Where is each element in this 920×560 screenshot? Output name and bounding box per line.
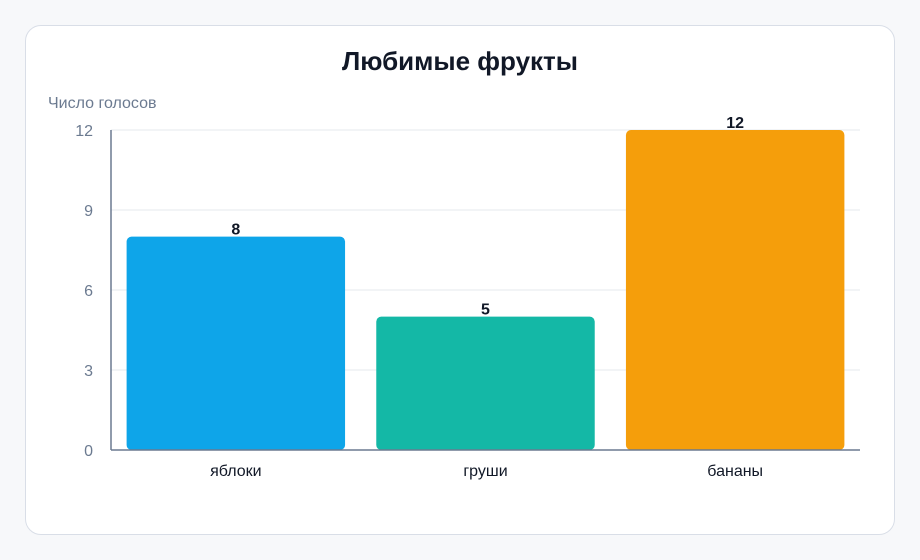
y-tick-label: 3 (84, 363, 93, 380)
y-tick-label: 6 (84, 283, 93, 300)
chart-title: Любимые фрукты (342, 46, 578, 76)
x-tick-label: груши (463, 463, 507, 480)
bars (126, 130, 845, 450)
bar-0 (126, 236, 346, 450)
y-tick-label: 9 (84, 203, 93, 220)
bar-2 (625, 130, 845, 450)
y-axis-label: Число голосов (48, 95, 156, 112)
bar-1 (376, 316, 595, 450)
y-tick-label: 12 (75, 123, 93, 140)
bar-value-label: 5 (481, 302, 490, 319)
bar-value-label: 8 (231, 222, 240, 239)
x-tick-label: яблоки (210, 463, 261, 480)
bar-value-label: 12 (726, 115, 744, 132)
x-tick-label: бананы (707, 463, 763, 480)
y-tick-label: 0 (84, 443, 93, 460)
labels: 0 3 6 9 12 8 яблоки 5 груши 12 бананы (75, 115, 763, 480)
axes (110, 130, 860, 451)
